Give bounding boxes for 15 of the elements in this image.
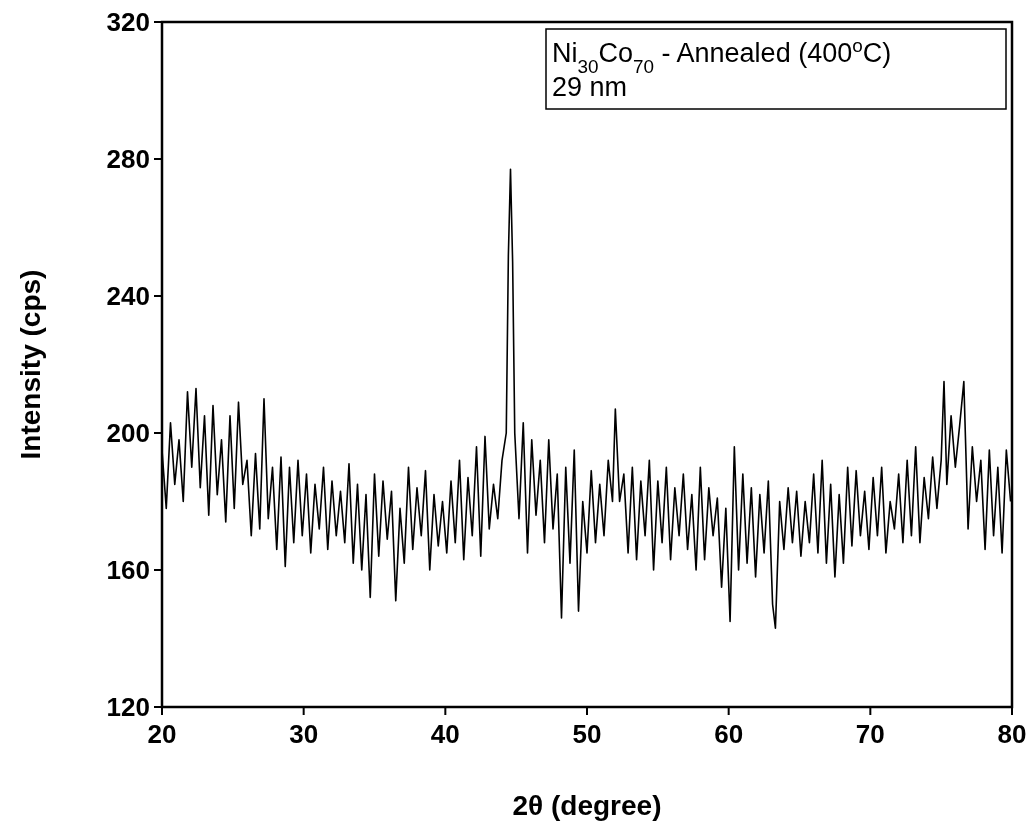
x-tick-label: 50 bbox=[572, 719, 602, 749]
x-tick-label: 30 bbox=[289, 719, 319, 749]
x-tick-label: 60 bbox=[714, 719, 744, 749]
y-tick-label: 200 bbox=[106, 418, 150, 448]
x-tick-label: 80 bbox=[997, 719, 1027, 749]
y-tick-label: 280 bbox=[106, 144, 150, 174]
y-tick-label: 120 bbox=[106, 692, 150, 722]
x-axis-title: 2θ (degree) bbox=[512, 790, 662, 821]
y-tick-label: 160 bbox=[106, 555, 150, 585]
x-tick-label: 20 bbox=[147, 719, 177, 749]
x-tick-label: 40 bbox=[430, 719, 460, 749]
y-tick-label: 240 bbox=[106, 281, 150, 311]
x-tick-label: 70 bbox=[855, 719, 885, 749]
y-axis-title: Intensity (cps) bbox=[15, 269, 46, 460]
y-tick-label: 320 bbox=[106, 7, 150, 37]
